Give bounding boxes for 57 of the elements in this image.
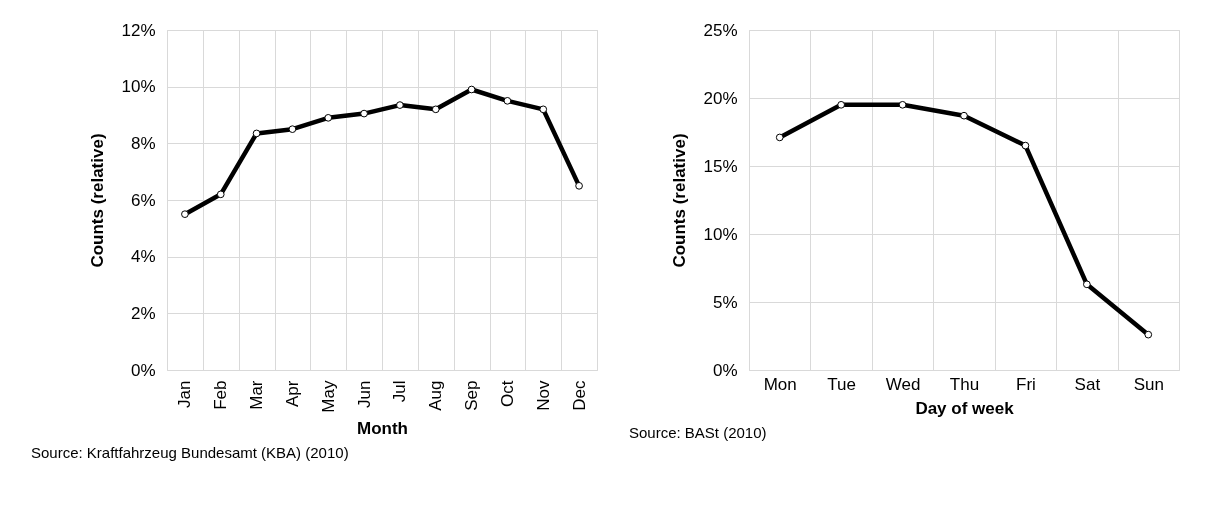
x-tick-label: Nov: [533, 380, 553, 411]
y-tick-label: 15%: [703, 156, 738, 176]
point: [288, 125, 297, 134]
y-tick-label: 8%: [130, 133, 156, 153]
y-tick-label: 5%: [712, 292, 738, 312]
x-tick-label: Mon: [763, 374, 797, 394]
point: [252, 129, 261, 138]
source-note: Source: BASt (2010): [628, 424, 767, 441]
point: [898, 100, 907, 109]
x-tick-label: Jan: [175, 380, 195, 408]
y-tick-label: 10%: [703, 224, 738, 244]
x-tick-label: Sun: [1133, 374, 1164, 394]
x-tick-label: Sat: [1074, 374, 1101, 394]
x-tick-label: Apr: [282, 380, 302, 407]
point: [960, 111, 968, 120]
point: [1021, 141, 1030, 150]
x-tick-label: Thu: [949, 374, 980, 394]
x-tick-label: May: [318, 380, 338, 413]
point: [216, 190, 225, 199]
point: [503, 96, 512, 105]
x-axis-title: Day of week: [915, 398, 1015, 418]
point: [1083, 280, 1091, 289]
x-tick-label: Dec: [569, 380, 589, 411]
x-tick-label: Mar: [247, 380, 267, 410]
x-tick-label: Jul: [390, 380, 410, 403]
y-axis-title: Counts (relative): [88, 133, 108, 268]
y-tick-label: 0%: [712, 360, 738, 380]
y-tick-label: 20%: [703, 88, 738, 108]
x-tick-label: Oct: [497, 380, 517, 407]
y-tick-label: 0%: [130, 360, 156, 380]
point: [360, 109, 368, 118]
point: [181, 210, 189, 219]
point: [431, 105, 440, 114]
point: [575, 181, 583, 190]
y-tick-label: 2%: [130, 303, 156, 323]
point: [539, 105, 548, 114]
x-tick-label: Sep: [462, 380, 482, 411]
y-tick-label: 4%: [130, 247, 156, 267]
x-tick-label: Feb: [211, 380, 231, 410]
y-axis-title: Counts (relative): [670, 133, 690, 268]
y-tick-label: 10%: [121, 77, 156, 97]
y-tick-label: 6%: [130, 190, 156, 210]
x-axis-title: Month: [357, 418, 408, 438]
point: [467, 85, 476, 94]
point: [1144, 330, 1153, 339]
point: [837, 100, 845, 109]
point: [396, 101, 404, 109]
point: [324, 113, 333, 122]
x-tick-label: Aug: [426, 380, 446, 411]
x-tick-label: Jun: [354, 380, 374, 408]
source-note: Source: Kraftfahrzeug Bundesamt (KBA) (2010): [30, 444, 349, 462]
y-tick-label: 25%: [703, 20, 738, 40]
y-tick-label: 12%: [121, 20, 156, 40]
x-tick-label: Tue: [827, 374, 856, 394]
point: [775, 133, 784, 142]
x-tick-label: Fri: [1016, 374, 1036, 394]
x-tick-label: Wed: [885, 374, 921, 394]
